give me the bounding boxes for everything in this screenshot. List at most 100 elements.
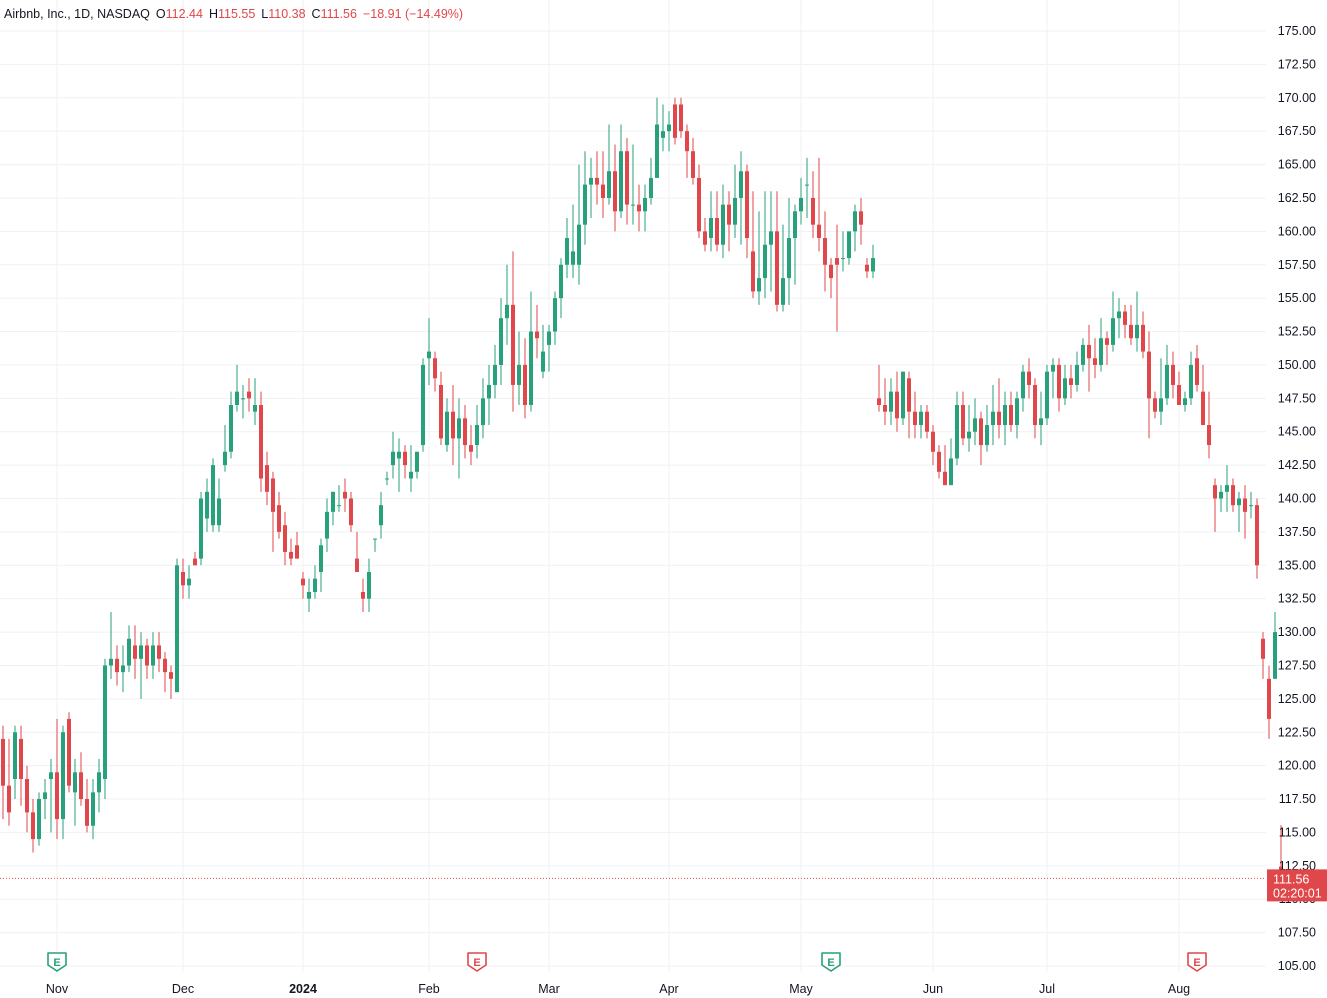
candle-body-up	[559, 264, 563, 299]
candle-body-up	[307, 592, 311, 599]
candle-body-down	[937, 451, 941, 472]
candle-body-down	[865, 264, 869, 272]
candle-body-up	[991, 411, 995, 426]
candle-body-up	[763, 244, 767, 279]
candle-body-down	[1069, 378, 1073, 385]
candle-body-down	[697, 177, 701, 232]
candle-body-down	[523, 364, 527, 405]
candle-body-up	[427, 351, 431, 359]
candle-body-down	[691, 151, 695, 178]
candle-body-up	[793, 211, 797, 239]
candle-body-up	[235, 391, 239, 405]
close-label: C	[311, 7, 321, 21]
candle-body-down	[823, 238, 827, 265]
candle-body-up	[1117, 311, 1121, 319]
candle-body-down	[19, 738, 23, 779]
symbol-title[interactable]: Airbnb, Inc., 1D, NASDAQ	[4, 7, 150, 21]
candle-body-down	[511, 304, 515, 385]
earnings-marker-icon[interactable]: E	[467, 952, 487, 972]
candle-body-up	[901, 371, 905, 419]
price-tick-label: 135.00	[1278, 558, 1316, 572]
candle-body-down	[433, 358, 437, 379]
candle-body-down	[961, 405, 965, 439]
candle-body-up	[103, 665, 107, 779]
candle-body-up	[379, 505, 383, 526]
candle-body-down	[859, 211, 863, 225]
candle-body-up	[253, 405, 257, 412]
candle-body-down	[163, 658, 167, 673]
candle-body-up	[241, 398, 245, 400]
candle-body-up	[547, 331, 551, 345]
candle-body-down	[1141, 324, 1145, 352]
candle-body-down	[673, 104, 677, 138]
price-tick-label: 132.50	[1278, 592, 1316, 606]
price-tick-label: 127.50	[1278, 658, 1316, 672]
candle-body-up	[415, 451, 419, 472]
candle-body-down	[1129, 324, 1133, 339]
earnings-badge-label: E	[473, 957, 480, 969]
candle-body-up	[589, 177, 593, 185]
earnings-badge-label: E	[53, 957, 60, 969]
candle-body-down	[685, 131, 689, 152]
time-axis[interactable]: Nov Dec 2024 Feb Mar Apr May Jun Jul Aug	[46, 982, 1190, 996]
candle-body-up	[619, 151, 623, 212]
candle-body-up	[661, 131, 665, 138]
candle-body-down	[1177, 384, 1181, 405]
open-label: O	[155, 7, 166, 21]
candle-body-down	[403, 451, 407, 466]
candle-body-up	[871, 258, 875, 272]
candle-body-up	[319, 545, 323, 572]
candle-body-down	[157, 645, 161, 659]
candle-body-up	[787, 238, 791, 279]
candle-body-down	[295, 545, 299, 559]
candle-body-down	[817, 224, 821, 239]
earnings-badge-shape	[47, 952, 67, 972]
candle-body-down	[1213, 485, 1217, 499]
candle-body-up	[499, 318, 503, 365]
candle-body-up	[1159, 398, 1163, 412]
price-tick-label: 145.00	[1278, 425, 1316, 439]
candle-body-down	[751, 251, 755, 292]
candle-body-down	[1105, 338, 1109, 345]
price-axis[interactable]: 175.00 172.50 170.00 167.50 165.00 162.50 160.…	[1278, 24, 1316, 973]
candle-body-up	[643, 197, 647, 212]
time-tick-label: Feb	[418, 982, 440, 996]
candle-body-down	[463, 418, 467, 446]
candle-body-up	[43, 792, 47, 800]
earnings-marker-icon[interactable]: E	[1187, 952, 1207, 972]
candle-body-down	[1123, 311, 1127, 325]
candle-body-down	[1207, 425, 1211, 446]
candle-body-down	[259, 405, 263, 479]
candle-body-up	[1051, 364, 1055, 372]
candle-body-up	[583, 184, 587, 225]
candle-body-up	[1015, 398, 1019, 426]
candle-body-down	[727, 204, 731, 225]
candle-body-up	[769, 231, 773, 245]
candle-body-up	[853, 211, 857, 232]
candle-body-up	[175, 565, 179, 693]
candle-body-down	[133, 645, 137, 659]
candle-body-down	[355, 558, 359, 572]
candle-body-up	[1273, 632, 1277, 679]
candle-body-up	[949, 458, 953, 486]
earnings-marker-icon[interactable]: E	[821, 952, 841, 972]
candle-body-up	[199, 498, 203, 559]
earnings-marker-icon[interactable]: E	[47, 952, 67, 972]
candle-body-down	[31, 812, 35, 840]
candle-body-down	[271, 478, 275, 512]
candle-body-down	[625, 151, 629, 205]
candle-body-up	[445, 411, 449, 446]
candle-body-down	[349, 498, 353, 526]
price-tick-label: 137.50	[1278, 525, 1316, 539]
candle-body-down	[1231, 485, 1235, 506]
candle-body-up	[409, 471, 413, 479]
candle-body-up	[481, 398, 485, 426]
candle-body-down	[1261, 638, 1265, 659]
last-price-value: 111.56	[1273, 872, 1309, 886]
candle-body-up	[553, 298, 557, 332]
candle-body-up	[1237, 498, 1241, 506]
candle-body-down	[79, 772, 83, 800]
candle-body-up	[1021, 371, 1025, 399]
time-tick-label: May	[789, 982, 813, 996]
